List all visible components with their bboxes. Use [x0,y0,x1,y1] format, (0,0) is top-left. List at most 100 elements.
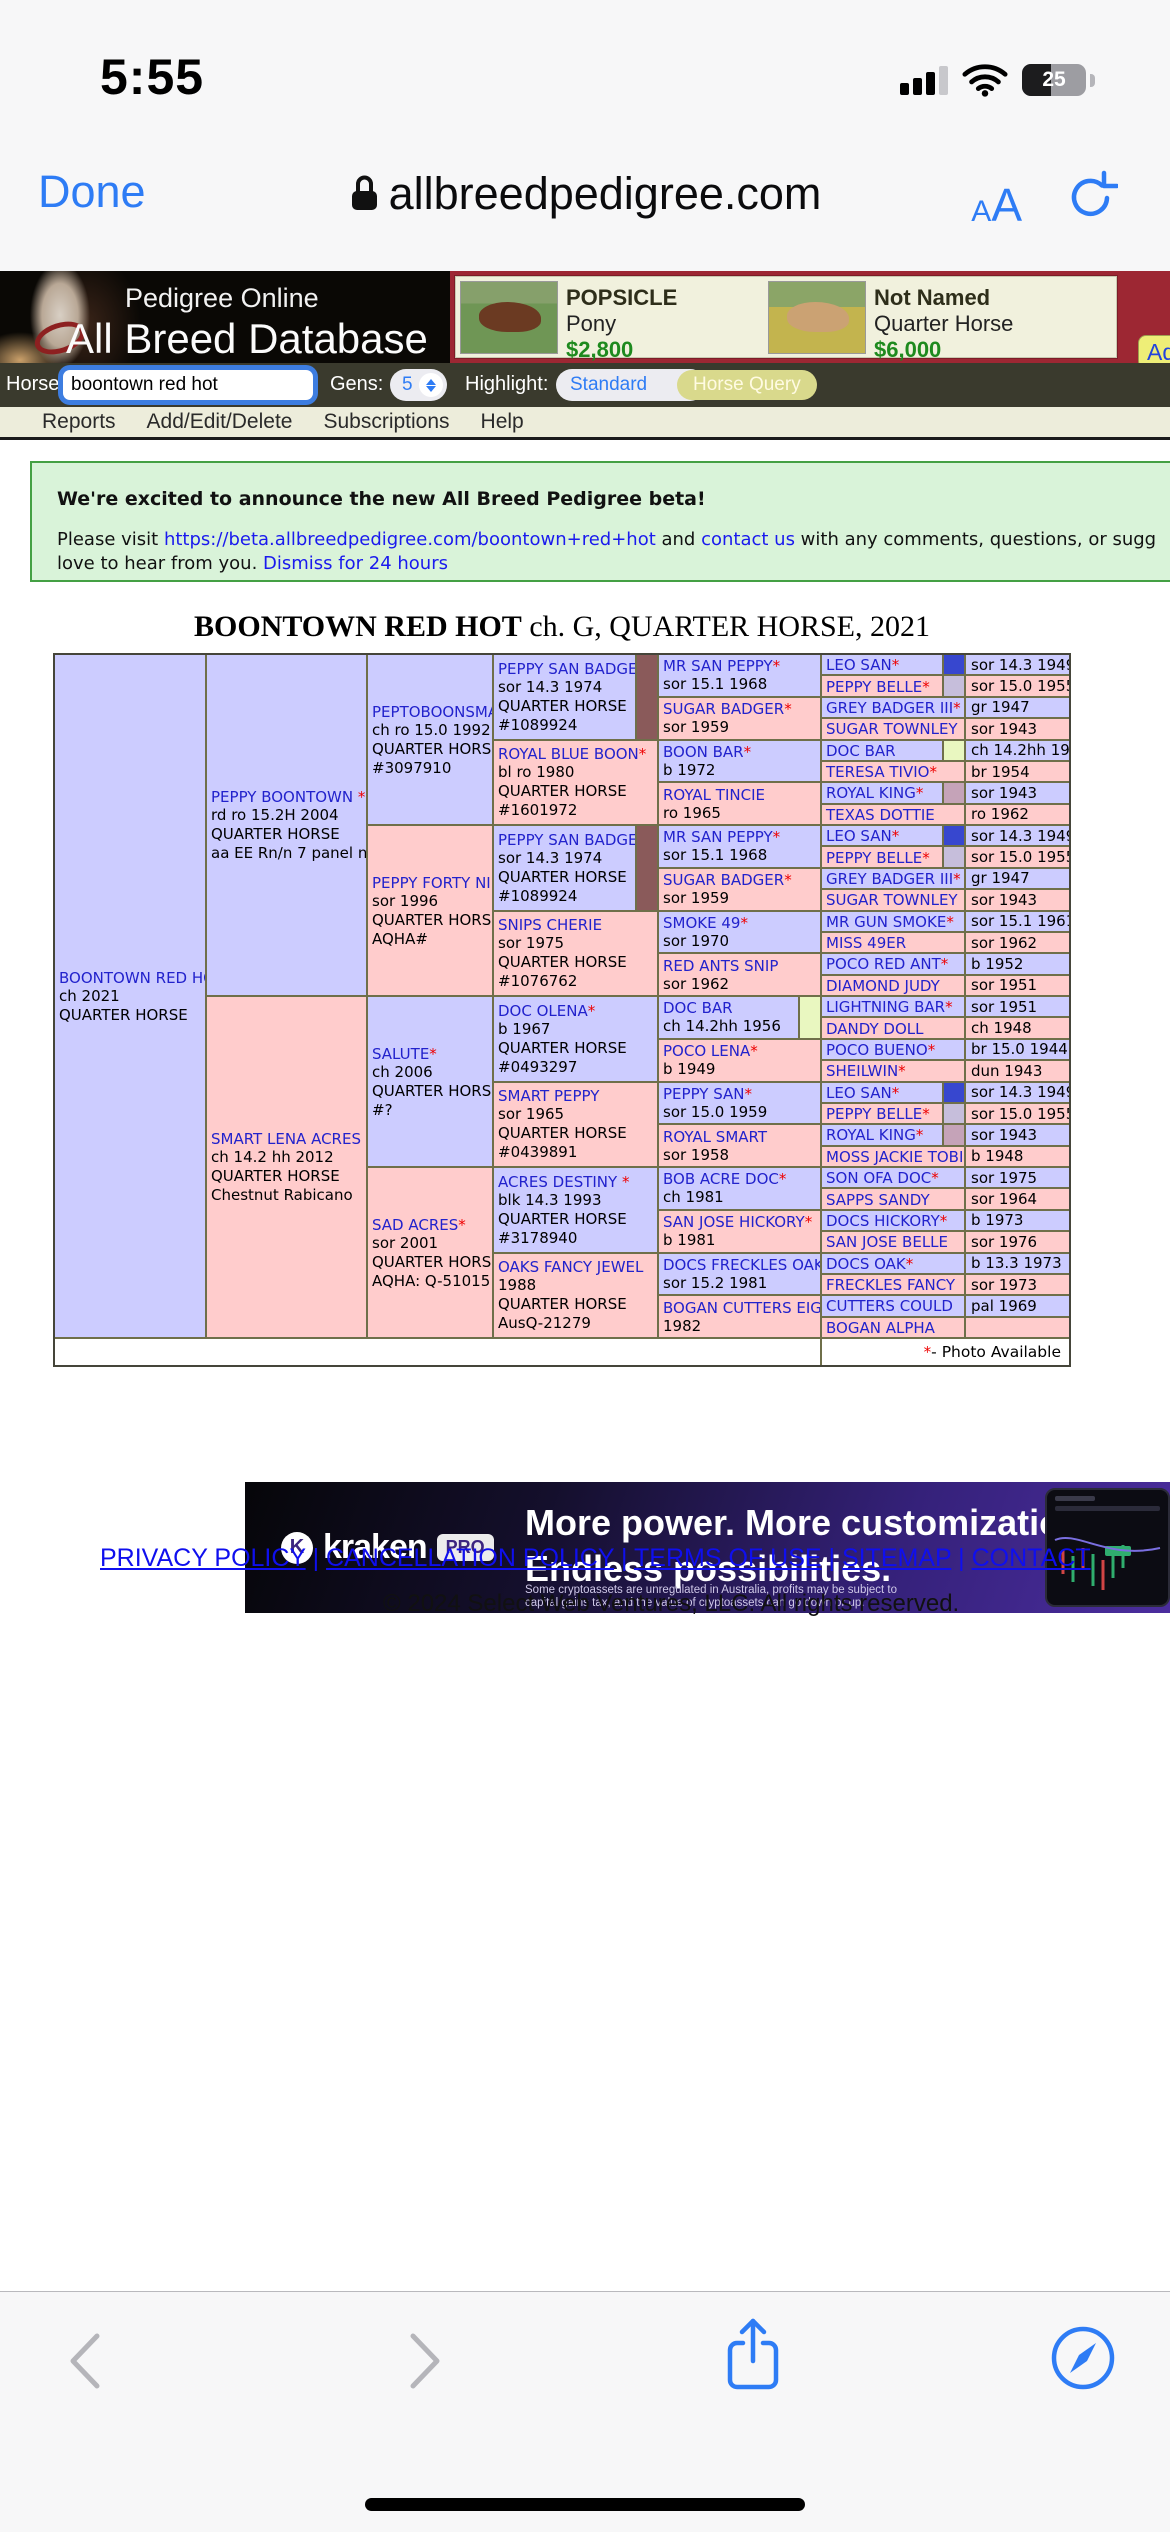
horse-link[interactable]: DIAMOND JUDY [826,976,940,995]
horse-year-cell: sor 1964 [966,1189,1069,1209]
horse-link[interactable]: GREY BADGER III* [826,698,961,717]
horse-link[interactable]: SAPPS SANDY [826,1190,930,1209]
beta-link[interactable]: https://beta.allbreedpedigree.com/boonto… [163,529,656,550]
horse-details: sor 1970 [663,931,730,950]
horse-link[interactable]: SUGAR TOWNLEY [826,720,958,739]
horse-link[interactable]: LEO SAN* [826,1083,900,1102]
horse-link[interactable]: ACRES DESTINY * [498,1172,630,1191]
address-bar[interactable]: allbreedpedigree.com [0,168,1170,220]
horse-link[interactable]: MOSS JACKIE TOBIN [826,1147,964,1166]
footer-link[interactable]: PRIVACY POLICY [100,1544,306,1572]
horse-link[interactable]: PEPPY SAN BADGER* [498,660,655,678]
horse-link[interactable]: PEPPY SAN BADGER* [498,831,655,849]
horse-link[interactable]: SALUTE* [372,1044,437,1063]
share-button[interactable] [723,2316,783,2401]
horse-link[interactable]: POCO RED ANT* [826,955,949,974]
photo-available-asterisk: * [953,869,961,888]
home-indicator[interactable] [365,2498,805,2511]
horse-link[interactable]: POCO BUENO* [826,1040,936,1059]
dismiss-link[interactable]: Dismiss for 24 hours [263,553,448,574]
horse-link[interactable]: PEPPY BELLE* [826,848,930,867]
horse-link[interactable]: DOCS HICKORY* [826,1211,948,1230]
horse-link[interactable]: SAN JOSE BELLE [826,1233,949,1252]
horse-link[interactable]: PEPPY SAN* [663,1084,752,1103]
menu-item-help[interactable]: Help [480,410,524,433]
safari-compass-button[interactable] [1049,2324,1117,2397]
kraken-ad-banner[interactable]: K kraken PRO More power. More customizat… [245,1482,1170,1613]
horse-link[interactable]: ROYAL BLUE BOON* [498,745,647,764]
pedigree-cell: SALUTE* ch 2006 QUARTER HORSE #? [368,997,492,1166]
horse-link[interactable]: PEPPY BELLE* [826,1105,930,1124]
horse-link[interactable]: MR SAN PEPPY* [663,828,781,847]
horse-link[interactable]: ROYAL KING* [826,1126,924,1145]
horse-link[interactable]: SMART LENA ACRES [211,1130,361,1148]
horse-link[interactable]: MISS 49ER [826,934,907,953]
text-size-button[interactable]: AA [971,179,1022,231]
horse-link[interactable]: OAKS FANCY JEWEL [498,1258,644,1277]
back-button[interactable] [61,2330,111,2397]
listing-photo[interactable] [460,281,558,354]
horse-link[interactable]: ROYAL SMART [663,1127,768,1146]
horse-link[interactable]: GREY BADGER III* [826,869,961,888]
horse-link[interactable]: SUGAR BADGER* [663,871,792,890]
horse-link[interactable]: BOGAN CUTTERS EIGHT [663,1298,820,1317]
horse-link[interactable]: DOC BAR [663,999,733,1018]
footer-link[interactable]: CONTACT [971,1544,1091,1572]
horse-link[interactable]: RED ANTS SNIP [663,956,779,975]
horse-link[interactable]: SUGAR TOWNLEY [826,891,958,910]
horse-link[interactable]: BOGAN ALPHA [826,1318,935,1337]
horse-search-input[interactable]: boontown red hot [58,365,318,405]
gens-select[interactable]: 5 [390,369,447,401]
horse-link[interactable]: ROYAL TINCIE [663,785,765,804]
horse-link[interactable]: LIGHTNING BAR* [826,998,953,1017]
listing-photo[interactable] [768,281,866,354]
reload-button[interactable] [1066,168,1120,229]
contact-us-link[interactable]: contact us [701,529,795,550]
site-logo-area[interactable]: Pedigree Online All Breed Database [0,271,450,363]
horse-link[interactable]: PEPTOBOONSMAL* [372,702,492,721]
listing-info[interactable]: Not Named Quarter Horse $6,000 [874,285,1069,363]
horse-link[interactable]: DOCS FRECKLES OAK* [663,1255,820,1274]
forward-button[interactable] [399,2330,449,2397]
horse-link[interactable]: LEO SAN* [826,656,900,675]
horse-details: #1076762 [498,972,578,991]
menu-item-add-edit-delete[interactable]: Add/Edit/Delete [146,410,293,433]
horse-link[interactable]: SMART PEPPY [498,1087,600,1106]
horse-link[interactable]: SUGAR BADGER* [663,700,792,719]
horse-link[interactable]: SON OFA DOC* [826,1169,939,1188]
horse-link[interactable]: BOON BAR* [663,742,752,761]
horse-link[interactable]: SNIPS CHERIE [498,916,603,935]
horse-link[interactable]: FRECKLES FANCY [826,1276,956,1295]
horse-link[interactable]: BOB ACRE DOC* [663,1170,787,1189]
pedigree-cell: DANDY DOLL [822,1018,964,1038]
horse-link[interactable]: PEPPY BOONTOWN * [211,788,366,806]
horse-link[interactable]: POCO LENA* [663,1042,758,1061]
horse-link[interactable]: TEXAS DOTTIE [826,805,935,824]
horse-link[interactable]: DOCS OAK* [826,1254,914,1273]
horse-link[interactable]: TERESA TIVIO* [826,763,937,782]
footer-link[interactable]: CANCELLATION POLICY [326,1544,615,1572]
horse-link[interactable]: BOONTOWN RED HOT [59,968,205,987]
horse-link[interactable]: MR GUN SMOKE* [826,912,954,931]
menu-item-subscriptions[interactable]: Subscriptions [323,410,450,433]
horse-link[interactable]: SAD ACRES* [372,1215,466,1234]
footer-link[interactable]: SITEMAP [841,1544,952,1572]
done-button[interactable]: Done [38,166,146,217]
horse-link[interactable]: LEO SAN* [826,827,900,846]
horse-query-button[interactable]: Horse Query [677,370,817,400]
horse-link[interactable]: DANDY DOLL [826,1019,924,1038]
horse-link[interactable]: ROYAL KING* [826,784,924,803]
horse-link[interactable]: SMOKE 49* [663,913,748,932]
horse-link[interactable]: SAN JOSE HICKORY* [663,1213,813,1232]
horse-link[interactable]: PEPPY BELLE* [826,677,930,696]
footer-link[interactable]: TERMS OF USE [634,1544,822,1572]
horse-link[interactable]: MR SAN PEPPY* [663,657,781,676]
menu-item-reports[interactable]: Reports [42,410,116,433]
pedigree-cell: BOGAN CUTTERS EIGHT1982 [659,1296,820,1337]
horse-link[interactable]: CUTTERS COULD [826,1297,953,1316]
horse-link[interactable]: SHEILWIN* [826,1062,906,1081]
horse-link[interactable]: DOC OLENA* [498,1001,596,1020]
horse-link[interactable]: DOC BAR [826,741,896,760]
horse-link[interactable]: PEPPY FORTY NINE [372,873,492,892]
listing-info[interactable]: POPSICLE Pony $2,800 [566,285,761,363]
